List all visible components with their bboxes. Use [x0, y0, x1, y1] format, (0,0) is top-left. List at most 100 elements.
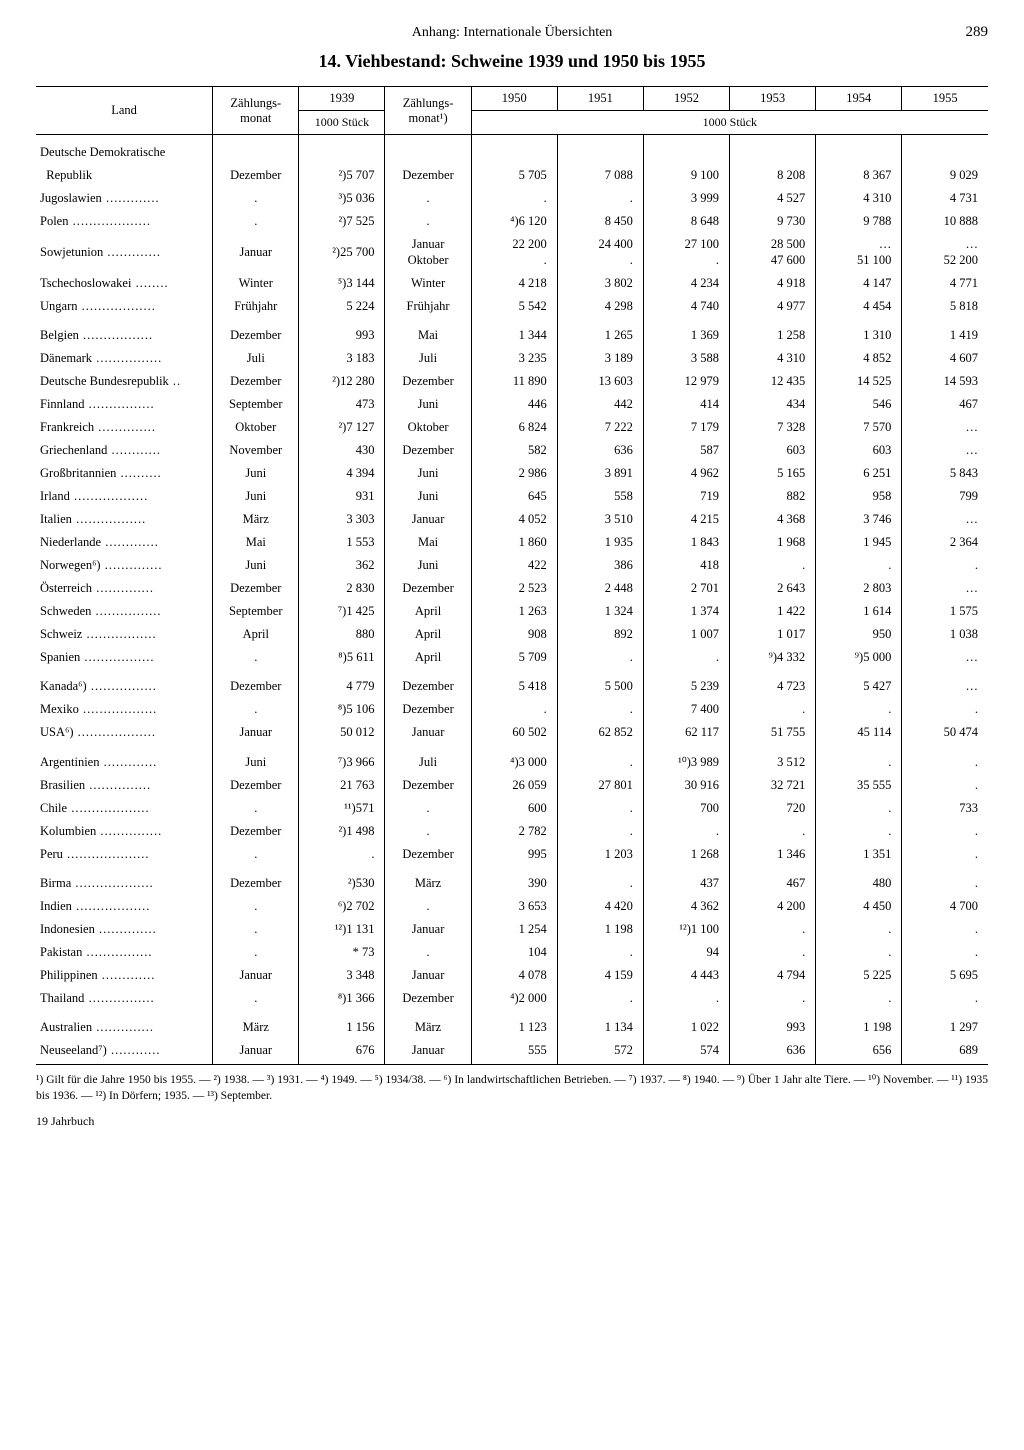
value-cell: 467 [730, 866, 816, 895]
month-cell: Juli [385, 347, 471, 370]
value-cell: 1 843 [643, 531, 729, 554]
value-cell: 467 [902, 393, 988, 416]
country-cell: Norwegen⁶) .............. [36, 554, 213, 577]
value-cell: . [557, 866, 643, 895]
value-cell: 2 364 [902, 531, 988, 554]
value-cell: . [643, 646, 729, 669]
value-cell: 3 183 [299, 347, 385, 370]
value-cell: 4 723 [730, 669, 816, 698]
value-cell: 7 222 [557, 416, 643, 439]
month-cell: Frühjahr [213, 295, 299, 318]
month-cell: Dezember [385, 370, 471, 393]
month-cell: September [213, 600, 299, 623]
value-cell: . [730, 698, 816, 721]
month-cell: Dezember [213, 774, 299, 797]
country-cell: Sowjetunion ............. [36, 233, 213, 272]
value-cell: 1 198 [557, 918, 643, 941]
value-cell: 414 [643, 393, 729, 416]
month-cell: Winter [385, 272, 471, 295]
month-cell [213, 135, 299, 165]
month-cell: April [385, 646, 471, 669]
value-cell: 603 [730, 439, 816, 462]
value-cell: 719 [643, 485, 729, 508]
value-cell: 390 [471, 866, 557, 895]
value-cell: 7 570 [816, 416, 902, 439]
value-cell: 4 779 [299, 669, 385, 698]
month-cell: Dezember [385, 577, 471, 600]
value-cell: 4 527 [730, 187, 816, 210]
value-cell: 386 [557, 554, 643, 577]
table-row: Spanien ..................⁸)5 611April5 … [36, 646, 988, 669]
country-cell: Österreich .............. [36, 577, 213, 600]
value-cell: . [557, 987, 643, 1010]
value-cell: . [816, 941, 902, 964]
value-cell: 4 215 [643, 508, 729, 531]
value-cell: ²)5 707 [299, 164, 385, 187]
country-cell: Philippinen ............. [36, 964, 213, 987]
value-cell: ²)530 [299, 866, 385, 895]
value-cell: 2 523 [471, 577, 557, 600]
table-row: Deutsche Demokratische [36, 135, 988, 165]
value-cell: . [816, 554, 902, 577]
month-cell: . [213, 843, 299, 866]
table-row: Neuseeland⁷) ............Januar676Januar… [36, 1039, 988, 1065]
value-cell: 636 [730, 1039, 816, 1065]
month-cell: Oktober [385, 416, 471, 439]
month-cell: April [385, 600, 471, 623]
page-footer: 19 Jahrbuch [36, 1114, 988, 1129]
value-cell: 1 022 [643, 1010, 729, 1039]
table-row: Mexiko ...................⁸)5 106Dezembe… [36, 698, 988, 721]
col-1953: 1953 [730, 87, 816, 111]
value-cell: 8 367 [816, 164, 902, 187]
month-cell: Dezember [213, 577, 299, 600]
value-cell: 1 422 [730, 600, 816, 623]
col-land: Land [36, 87, 213, 135]
value-cell: 9 730 [730, 210, 816, 233]
value-cell: . [902, 987, 988, 1010]
value-cell: 14 593 [902, 370, 988, 393]
value-cell: . [816, 744, 902, 774]
month-cell: . [213, 941, 299, 964]
value-cell: 4 218 [471, 272, 557, 295]
month-cell: Juni [213, 462, 299, 485]
value-cell: 4 607 [902, 347, 988, 370]
table-row: Österreich ..............Dezember2 830De… [36, 577, 988, 600]
value-cell: 2 803 [816, 577, 902, 600]
value-cell: 700 [643, 797, 729, 820]
value-cell: 5 500 [557, 669, 643, 698]
value-cell: 587 [643, 439, 729, 462]
value-cell: 1 198 [816, 1010, 902, 1039]
value-cell: 689 [902, 1039, 988, 1065]
value-cell: 4 852 [816, 347, 902, 370]
value-cell: 5 165 [730, 462, 816, 485]
value-cell: . [557, 698, 643, 721]
value-cell: ⁹)5 000 [816, 646, 902, 669]
month-cell: Januar [385, 508, 471, 531]
value-cell: ¹⁰)3 989 [643, 744, 729, 774]
country-cell: Brasilien ............... [36, 774, 213, 797]
table-row: Thailand .................⁸)1 366Dezembe… [36, 987, 988, 1010]
month-cell: . [213, 187, 299, 210]
table-row: Pakistan .................* 73.104.94... [36, 941, 988, 964]
value-cell: 3 235 [471, 347, 557, 370]
value-cell: 32 721 [730, 774, 816, 797]
month-cell: Juni [213, 554, 299, 577]
country-cell: Jugoslawien ............. [36, 187, 213, 210]
value-cell: . [816, 918, 902, 941]
col-1939: 1939 [299, 87, 385, 111]
value-cell: 7 088 [557, 164, 643, 187]
value-cell: 882 [730, 485, 816, 508]
value-cell: 4 310 [730, 347, 816, 370]
value-cell: 2 448 [557, 577, 643, 600]
value-cell: 362 [299, 554, 385, 577]
table-row: RepublikDezember²)5 707Dezember5 7057 08… [36, 164, 988, 187]
value-cell: 1 038 [902, 623, 988, 646]
month-cell: . [385, 210, 471, 233]
value-cell: 1 419 [902, 318, 988, 347]
month-cell: Frühjahr [385, 295, 471, 318]
country-cell: Thailand ................ [36, 987, 213, 1010]
value-cell: 4 731 [902, 187, 988, 210]
table-row: Italien .................März3 303Januar… [36, 508, 988, 531]
value-cell: . [902, 918, 988, 941]
month-cell: . [385, 820, 471, 843]
